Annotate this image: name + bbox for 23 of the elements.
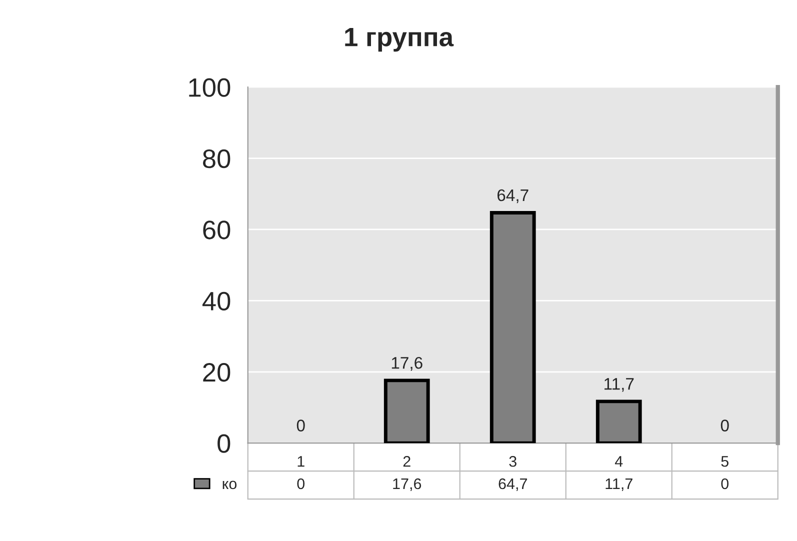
y-tick-label: 0 [218,434,230,453]
x-tick-label: 4 [614,456,623,467]
text: 0 [720,420,729,432]
data-label: 0 [721,478,729,490]
text: 0 [296,420,305,432]
x-tick-label: 5 [721,456,728,467]
text: 11,7 [604,378,634,392]
y-tick-label: 60 [203,220,230,240]
y-tick-label: 20 [203,363,230,382]
data-label: 17,6 [393,478,422,491]
text: 17,6 [392,356,422,371]
legend-label: ко [222,480,237,490]
text: 64,7 [498,189,528,204]
x-tick-label: 1 [298,456,304,467]
y-tick-label: 40 [202,292,230,311]
y-tick-label: 100 [189,78,230,97]
x-tick-label: 3 [509,456,516,467]
data-label: 64,7 [498,478,527,491]
data-label: 11,7 [606,478,632,491]
y-tick-label: 80 [202,149,230,168]
chart-title: 1 группа [345,28,454,52]
data-label: 0 [297,478,305,490]
x-tick-label: 2 [403,456,410,467]
